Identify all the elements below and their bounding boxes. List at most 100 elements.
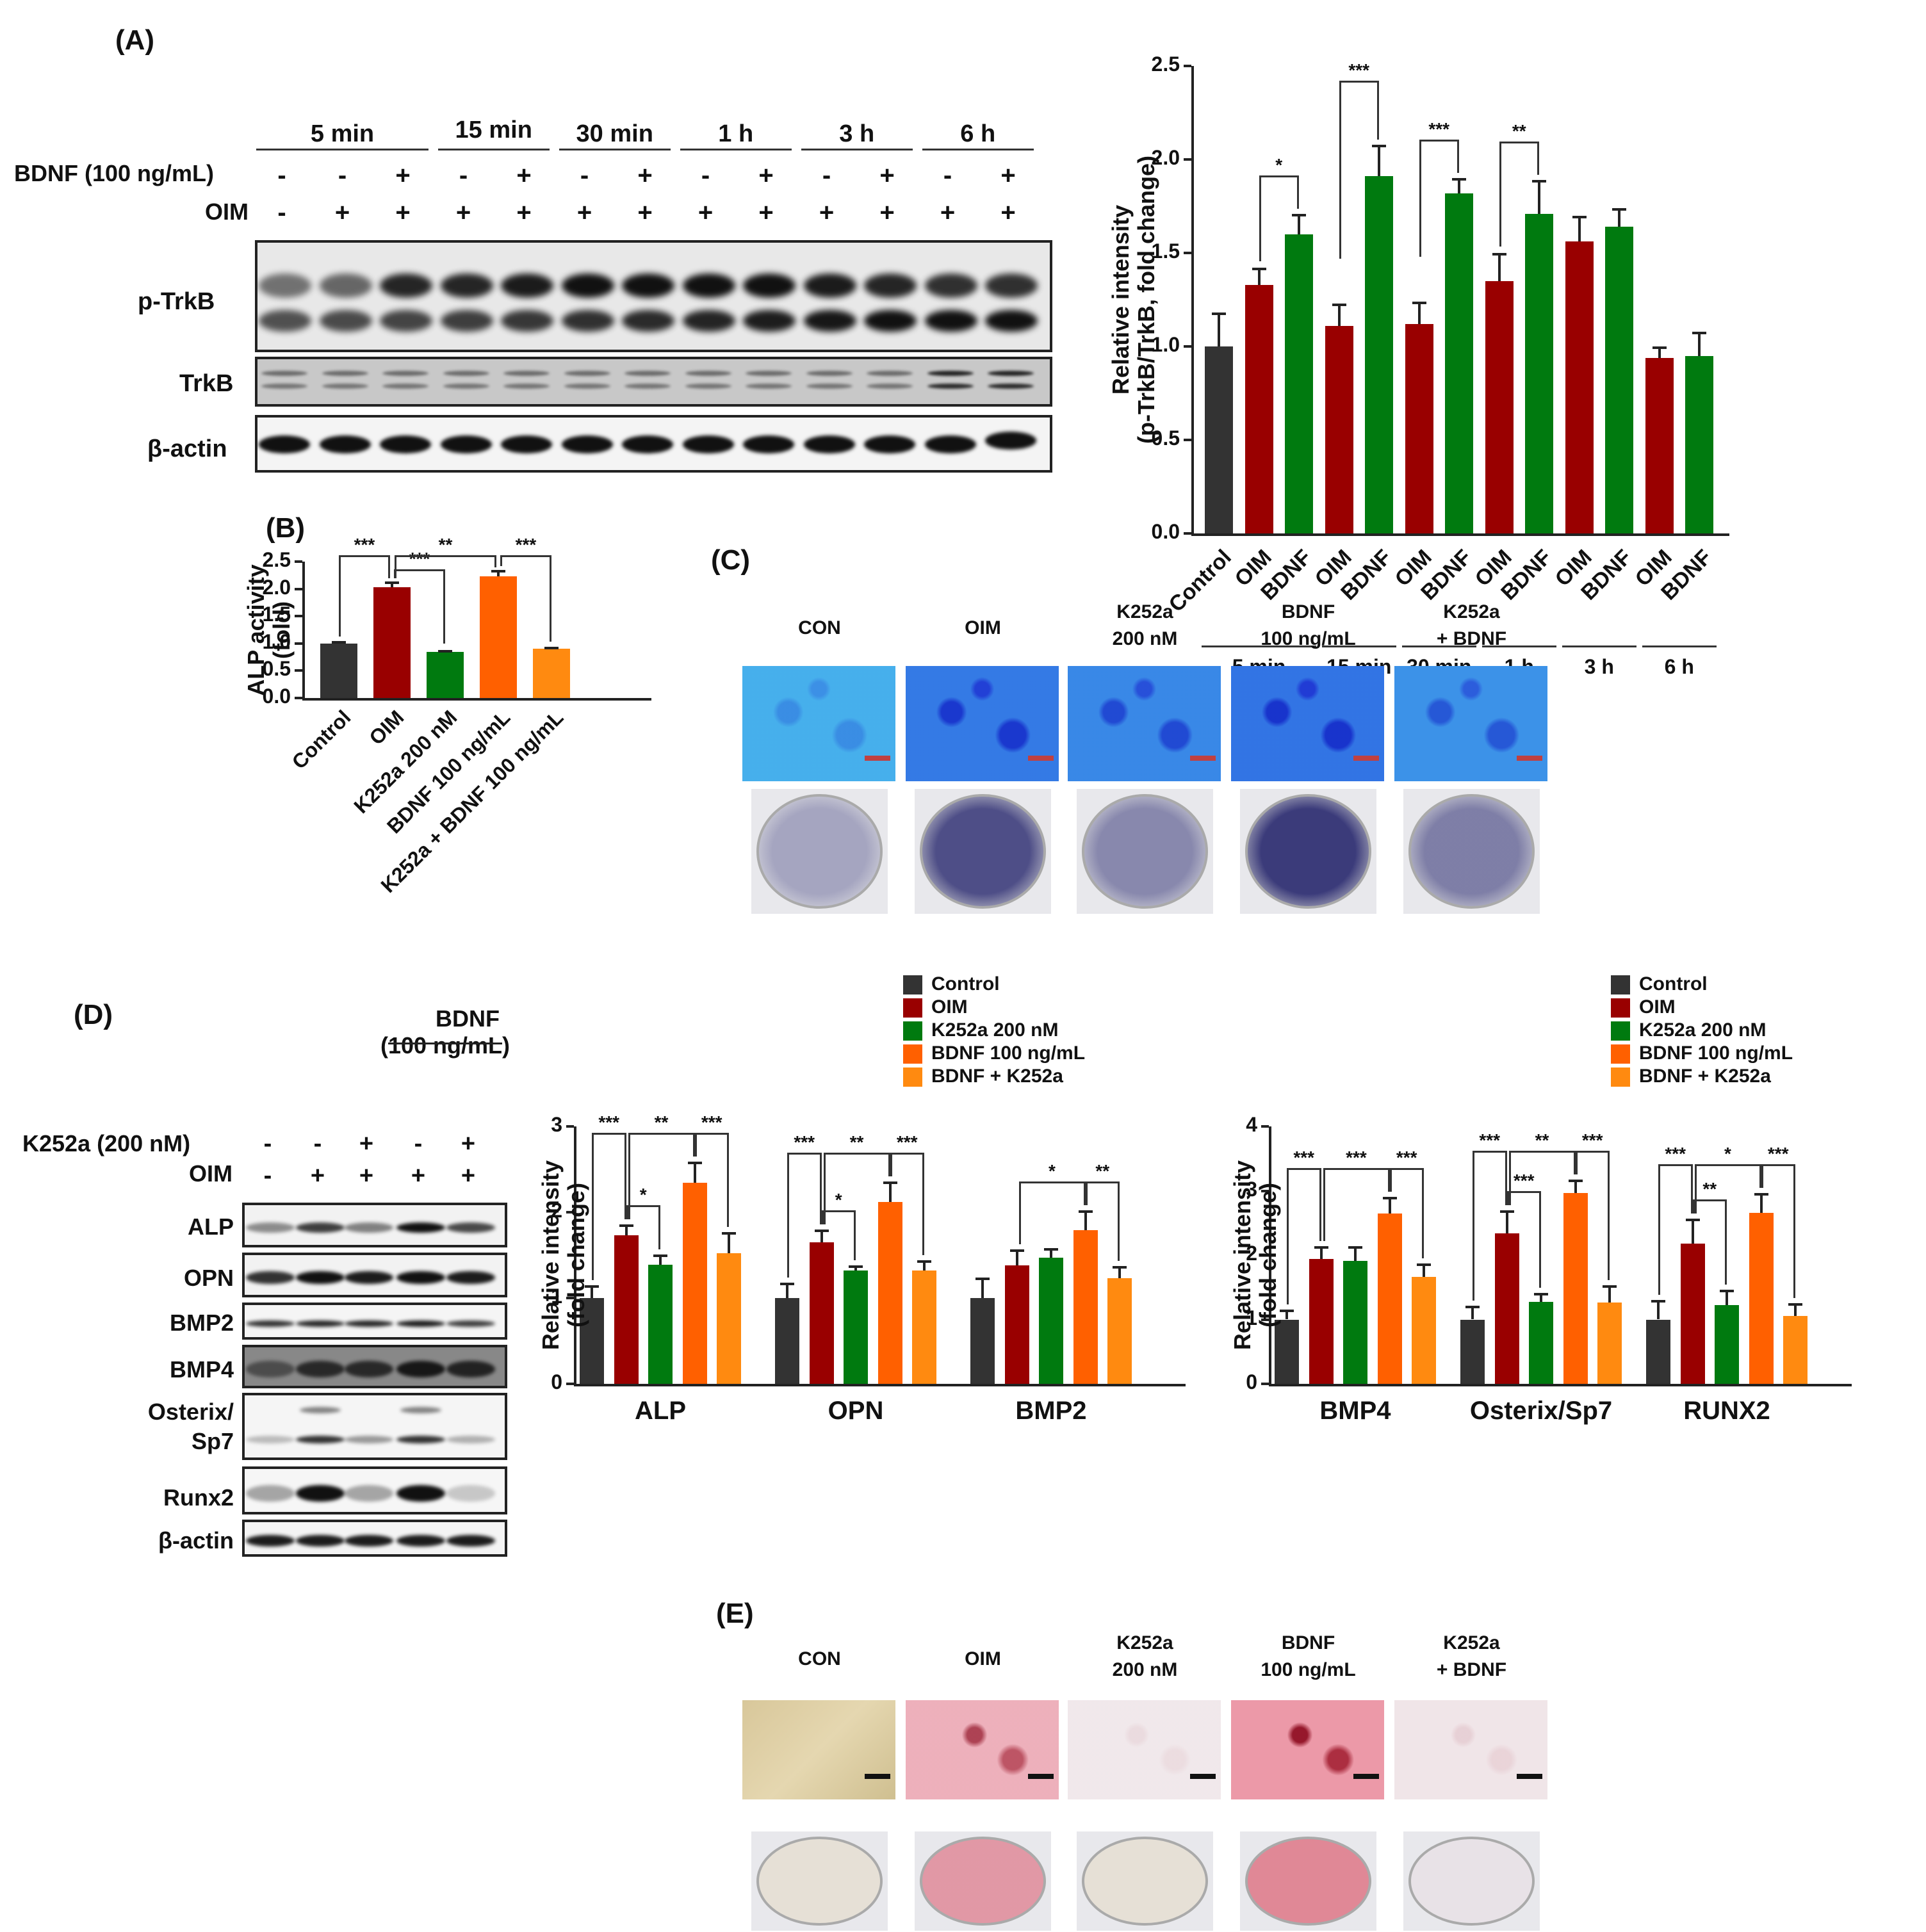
error-cap <box>438 650 452 653</box>
significance-bracket-leg <box>1575 1151 1578 1175</box>
bdnf-sign: - <box>338 161 347 190</box>
scale-bar <box>1190 1774 1216 1779</box>
band-trkb-upper <box>867 371 913 376</box>
oim-sign: + <box>819 199 835 227</box>
band <box>345 1271 393 1284</box>
significance-stars: *** <box>1767 1143 1789 1164</box>
band-ptrkb-upper <box>259 273 311 298</box>
error-cap <box>1568 1180 1583 1183</box>
bdnf-sign: - <box>943 161 952 190</box>
legend-swatch <box>1611 975 1630 995</box>
timepoint-header: 6 h <box>960 120 996 147</box>
error-cap <box>1652 346 1667 349</box>
bar-2 <box>427 652 464 698</box>
band-ptrkb-upper <box>380 273 432 298</box>
y-tick-mark <box>295 697 302 699</box>
y-axis-label-line: Relative intensity <box>537 1160 564 1351</box>
oim-sign: + <box>576 199 592 227</box>
significance-stars: ** <box>438 535 453 555</box>
significance-bracket-leg <box>1537 142 1539 175</box>
band <box>296 1320 345 1327</box>
significance-bracket <box>1508 1151 1576 1153</box>
legend-swatch <box>903 1021 922 1041</box>
significance-bracket <box>821 1210 856 1212</box>
legend-item: OIM <box>1611 996 1793 1019</box>
k252a-sign: - <box>414 1130 423 1157</box>
group-underline <box>1321 645 1396 647</box>
band-trkb-upper <box>927 371 974 376</box>
y-tick-label: 2.0 <box>262 575 291 599</box>
band <box>296 1361 345 1377</box>
legend-item: BDNF + K252a <box>1611 1066 1793 1089</box>
band <box>246 1535 295 1546</box>
timepoint-underline <box>256 149 428 150</box>
bar-bdnf-100-ng-ml <box>1073 1230 1098 1384</box>
significance-bracket-leg <box>888 1152 890 1176</box>
legend-label: Control <box>931 973 1000 994</box>
significance-stars: * <box>1049 1161 1056 1181</box>
significance-bracket-leg <box>1692 1199 1695 1214</box>
bar-k252a-200-nm <box>648 1264 673 1384</box>
significance-stars: *** <box>701 1112 722 1132</box>
significance-bracket <box>626 1205 660 1207</box>
error-cap <box>1452 178 1466 181</box>
column-label: BDNF 100 ng/mL <box>1230 1630 1387 1684</box>
band-ptrkb-lower <box>924 310 977 332</box>
significance-stars: ** <box>1535 1130 1549 1151</box>
bar-bdnf-100-ng-ml <box>1377 1213 1402 1384</box>
band-ptrkb-upper <box>864 273 917 298</box>
k252a-sign: + <box>461 1130 476 1157</box>
blot-label-line: Osterix/ <box>147 1399 234 1425</box>
bar-bdnf <box>1445 193 1473 533</box>
timepoint-header: 1 h <box>718 120 754 147</box>
y-tick-mark <box>295 615 302 618</box>
error-bar <box>624 1224 628 1236</box>
oim-sign: + <box>334 199 350 227</box>
column-label-line1: BDNF <box>1281 601 1335 622</box>
error-cap <box>1078 1210 1093 1214</box>
significance-bracket <box>1499 142 1539 144</box>
column-label-line1: CON <box>798 617 841 638</box>
y-tick-label: 2.5 <box>262 548 291 571</box>
y-tick-mark <box>295 642 302 645</box>
band-ptrkb-lower <box>561 310 614 332</box>
significance-stars: *** <box>598 1112 620 1132</box>
oim-sign: - <box>277 199 286 227</box>
y-tick-label: 2.0 <box>1151 146 1180 169</box>
significance-bracket <box>694 1132 729 1135</box>
band-trkb-lower <box>382 384 428 389</box>
error-cap <box>1532 180 1546 183</box>
x-tick-label: K252a 200 nM <box>349 706 462 818</box>
bar-control <box>970 1298 995 1384</box>
culture-well-image <box>1082 1837 1208 1926</box>
significance-stars: * <box>835 1189 842 1210</box>
scale-bar <box>1517 756 1542 761</box>
oim-sign: + <box>359 1162 374 1189</box>
y-tick-label: 1.5 <box>262 603 291 626</box>
significance-bracket <box>787 1152 822 1155</box>
western-blot-opn <box>242 1253 507 1297</box>
band-ptrkb-lower <box>319 310 372 332</box>
band <box>396 1222 445 1233</box>
western-blot-osterix-sp7 <box>242 1393 507 1460</box>
panel-b-label: (B) <box>266 512 306 544</box>
error-bar <box>820 1229 823 1242</box>
culture-well-image <box>756 1837 883 1926</box>
oim-sign: + <box>940 199 956 227</box>
significance-bracket-leg <box>1118 1181 1120 1262</box>
error-bar <box>1657 1300 1660 1320</box>
error-cap <box>1280 1310 1294 1313</box>
y-tick-mark <box>1261 1189 1269 1192</box>
bar-bdnf-k252a <box>1597 1303 1622 1384</box>
band-trkb-lower <box>624 384 671 389</box>
oim-sign: + <box>637 199 653 227</box>
y-tick-mark <box>1184 65 1191 67</box>
column-label-line2: 200 nM <box>1112 1659 1178 1680</box>
chart-d2-bmp4-osterix-runx2: 0 1 2 3 4 *** *** *** BMP4 *** ** *** *** Osterix/Sp7… <box>1217 1101 1922 1601</box>
y-axis-label: ALP activity (fold) <box>243 534 295 726</box>
oim-sign: + <box>411 1162 426 1189</box>
band-ptrkb-upper <box>985 273 1038 298</box>
band <box>246 1222 295 1233</box>
error-bar <box>497 569 500 576</box>
error-bar <box>728 1231 730 1254</box>
